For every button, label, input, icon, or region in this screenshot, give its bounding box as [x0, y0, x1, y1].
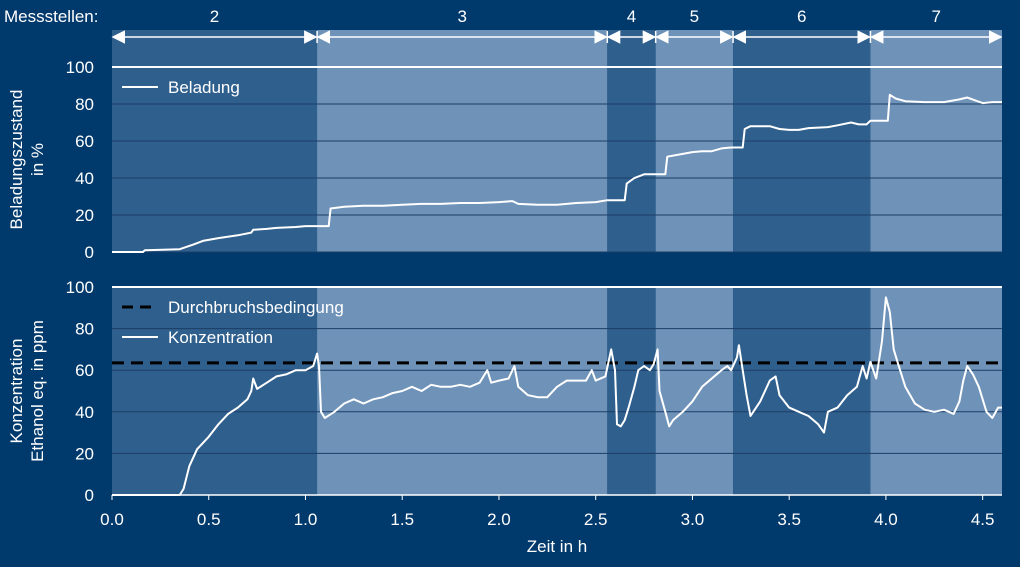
- legend-label-0-0: Beladung: [168, 78, 240, 97]
- ytick-label-1-100: 100: [66, 278, 94, 297]
- xlabel: Zeit in h: [527, 537, 587, 556]
- xtick-label-2: 1.0: [294, 510, 318, 529]
- xtick-label-7: 3.5: [777, 510, 801, 529]
- xtick-label-4: 2.0: [487, 510, 511, 529]
- legend-label-1-1: Konzentration: [168, 328, 273, 347]
- ytick-label-0-0: 0: [85, 243, 94, 262]
- xtick-label-9: 4.5: [971, 510, 995, 529]
- panel-gap: [110, 252, 1004, 287]
- segments-label: Messstellen:: [4, 7, 98, 26]
- xtick-label-3: 1.5: [390, 510, 414, 529]
- xtick-label-1: 0.5: [197, 510, 221, 529]
- ylabel-1-line-0: Konzentration: [7, 339, 26, 444]
- ylabel-0-line-0: Beladungszustand: [7, 90, 26, 230]
- series-line-1-1: [112, 296, 1002, 496]
- xtick-label-6: 3.0: [681, 510, 705, 529]
- legend-label-1-0: Durchbruchsbedingung: [168, 298, 344, 317]
- segment-label-7: 7: [931, 7, 940, 26]
- ylabel-1-line-1: Ethanol eq. in ppm: [28, 320, 47, 462]
- series-line-0-0: [112, 93, 1002, 253]
- ytick-label-0-40: 40: [75, 169, 94, 188]
- ytick-label-0-20: 20: [75, 206, 94, 225]
- ylabel-0-line-1: in %: [28, 143, 47, 176]
- ytick-label-1-0: 0: [85, 486, 94, 505]
- ytick-label-1-60: 60: [75, 361, 94, 380]
- xtick-label-5: 2.5: [584, 510, 608, 529]
- ytick-label-1-40: 40: [75, 403, 94, 422]
- xtick-label-0: 0.0: [100, 510, 124, 529]
- xtick-label-8: 4.0: [874, 510, 898, 529]
- segment-label-5: 5: [690, 7, 699, 26]
- ytick-label-0-80: 80: [75, 95, 94, 114]
- segment-label-2: 2: [210, 7, 219, 26]
- ytick-label-0-60: 60: [75, 132, 94, 151]
- ytick-label-1-80: 80: [75, 320, 94, 339]
- segment-label-3: 3: [457, 7, 466, 26]
- ytick-label-0-100: 100: [66, 58, 94, 77]
- segment-label-4: 4: [627, 7, 636, 26]
- ytick-label-1-20: 20: [75, 444, 94, 463]
- segment-label-6: 6: [797, 7, 806, 26]
